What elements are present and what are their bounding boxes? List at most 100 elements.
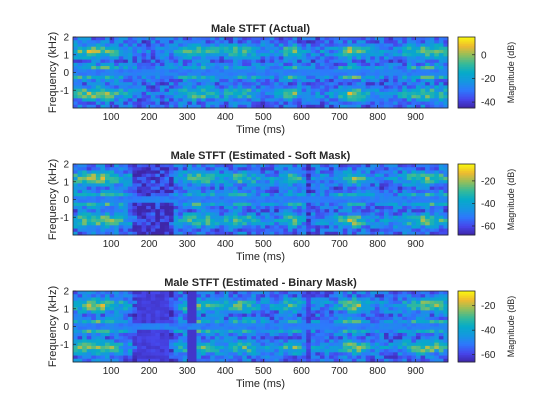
heatmap-cell [374,205,380,210]
heatmap-cell [274,218,280,223]
heatmap-cell [338,104,344,109]
heatmap-cell [283,49,289,54]
heatmap-cell [443,225,449,229]
heatmap-cell [159,170,165,175]
heatmap-cell [425,218,431,223]
heatmap-cell [402,88,408,93]
heatmap-cell [82,196,88,200]
heatmap-cell [201,88,207,93]
heatmap-cell [301,320,307,324]
heatmap-cell [114,215,120,220]
heatmap-cell [118,104,124,109]
heatmap-cell [155,85,161,90]
heatmap-cell [278,75,284,80]
colorbar-swatch [458,204,475,207]
heatmap-cell [173,37,179,41]
colorbar-swatch [458,106,475,109]
heatmap-cell [173,225,179,229]
heatmap-cell [374,88,380,93]
heatmap-cell [137,164,142,168]
heatmap-cell [351,218,357,223]
heatmap-cell [324,164,330,168]
heatmap-cell [132,66,138,70]
heatmap-cell [155,37,161,41]
heatmap-cell [91,323,97,327]
heatmap-cell [159,205,165,210]
heatmap-cell [182,316,188,321]
heatmap-cell [201,329,207,334]
heatmap-cell [223,222,229,226]
heatmap-cell [109,212,115,217]
heatmap-cell [219,43,225,48]
heatmap-cell [278,72,284,77]
colorbar-swatch [458,72,475,75]
heatmap-cell [278,222,284,226]
heatmap-cell [114,46,120,51]
heatmap-cell [420,40,426,44]
heatmap-cell [319,82,325,86]
heatmap-cell [351,37,357,41]
heatmap-cell [150,176,156,181]
heatmap-cell [246,323,252,327]
heatmap-cell [191,352,197,356]
colorbar-swatch [458,201,475,204]
heatmap-cell [237,46,243,51]
heatmap-cell [351,186,357,191]
heatmap-cell [223,349,229,353]
heatmap-cell [127,183,133,187]
heatmap-cell [114,170,120,175]
heatmap-cell [77,342,83,347]
heatmap-cell [210,352,216,356]
heatmap-cell [297,43,303,48]
heatmap-cell [178,225,184,229]
heatmap-cell [425,170,431,175]
heatmap-cell [196,53,202,57]
heatmap-cell [118,316,124,321]
heatmap-cell [310,95,316,99]
heatmap-cell [123,320,129,324]
heatmap-cell [173,215,179,220]
heatmap-cell [255,231,261,236]
heatmap-cell [351,215,357,220]
heatmap-cell [146,53,152,57]
heatmap-cell [420,193,426,197]
heatmap-cell [73,222,78,226]
heatmap-cell [196,316,202,321]
heatmap-cell [123,62,129,67]
heatmap-cell [338,180,344,184]
heatmap-cell [301,95,307,99]
heatmap-cell [109,339,115,344]
heatmap-cell [301,313,307,318]
heatmap-cell [173,167,179,171]
heatmap-cell [237,59,243,64]
heatmap-cell [301,91,307,96]
heatmap-cell [329,173,335,178]
heatmap-cell [402,69,408,73]
heatmap-cell [420,167,426,171]
heatmap-cell [223,189,229,194]
heatmap-cell [178,297,184,302]
heatmap-cell [333,183,339,187]
heatmap-cell [315,75,321,80]
heatmap-cell [319,332,325,337]
heatmap-cell [319,297,325,302]
heatmap-cell [109,62,115,67]
heatmap-cell [388,59,394,64]
heatmap-cell [347,66,353,70]
heatmap-cell [365,209,371,213]
heatmap-cell [329,212,335,217]
heatmap-cell [178,205,184,210]
heatmap-cell [388,66,394,70]
heatmap-cell [251,167,257,171]
heatmap-cell [306,336,312,340]
colorbar-swatch [458,88,475,91]
heatmap-cell [306,297,312,302]
heatmap-cell [319,307,325,311]
heatmap-cell [150,320,156,324]
heatmap-cell [333,167,339,171]
colorbar-swatch [458,217,475,220]
heatmap-cell [242,62,248,67]
heatmap-cell [429,56,435,60]
heatmap-cell [187,215,193,220]
heatmap-cell [123,56,129,60]
